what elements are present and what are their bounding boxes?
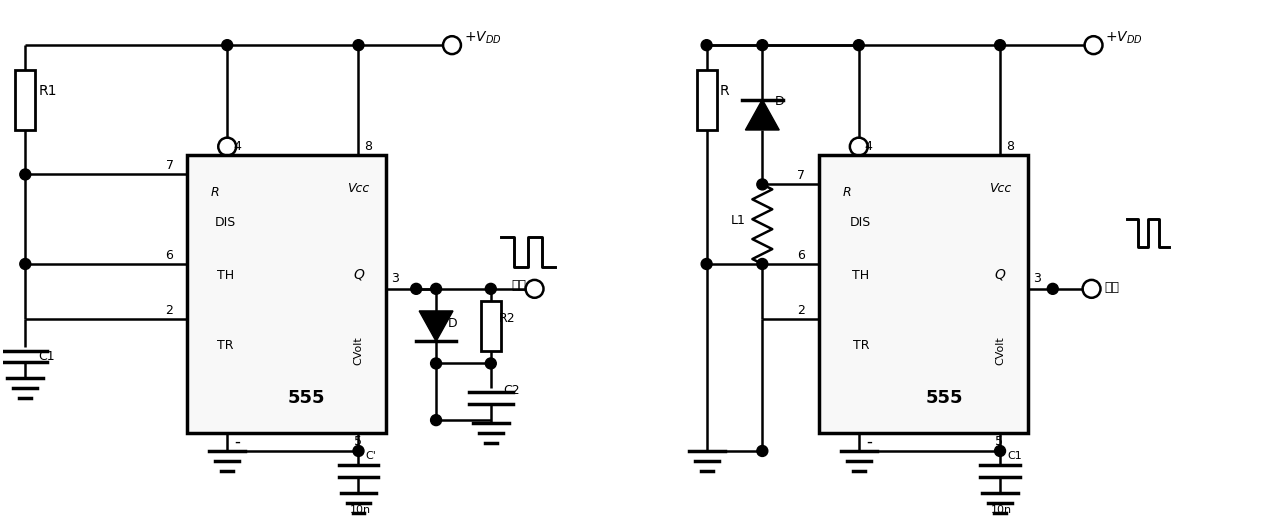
- Text: 555: 555: [288, 389, 326, 407]
- Text: R2: R2: [498, 312, 516, 325]
- Text: 555: 555: [926, 389, 963, 407]
- Text: C1: C1: [1006, 451, 1022, 461]
- Circle shape: [20, 258, 31, 269]
- Text: $+V_{DD}$: $+V_{DD}$: [1106, 29, 1143, 46]
- Text: DIS: DIS: [214, 216, 236, 229]
- Circle shape: [995, 39, 1005, 51]
- Text: 5: 5: [353, 435, 362, 448]
- Text: Vcc: Vcc: [989, 182, 1012, 195]
- Circle shape: [757, 39, 768, 51]
- Text: TH: TH: [852, 269, 869, 282]
- Text: $+V_{DD}$: $+V_{DD}$: [464, 29, 502, 46]
- Text: Q: Q: [353, 268, 364, 282]
- Text: 8: 8: [1006, 140, 1014, 153]
- Text: L1: L1: [730, 214, 745, 227]
- Text: -: -: [234, 433, 240, 451]
- Text: 输出: 输出: [511, 279, 526, 292]
- Text: D: D: [775, 95, 784, 108]
- Bar: [187, 155, 386, 433]
- Circle shape: [995, 445, 1005, 456]
- Bar: [819, 155, 1028, 433]
- Text: 10n: 10n: [991, 504, 1013, 515]
- Text: TR: TR: [852, 338, 869, 351]
- Text: 5: 5: [995, 435, 1003, 448]
- Text: 7: 7: [166, 159, 173, 172]
- Circle shape: [410, 283, 422, 294]
- Polygon shape: [745, 100, 780, 130]
- Text: 4: 4: [233, 140, 241, 153]
- Text: 6: 6: [798, 249, 805, 262]
- Circle shape: [701, 39, 712, 51]
- Text: -: -: [866, 433, 871, 451]
- Circle shape: [353, 445, 364, 456]
- Text: R: R: [720, 84, 729, 98]
- Text: R1: R1: [38, 84, 57, 98]
- Text: C2: C2: [503, 384, 520, 397]
- Text: C1: C1: [38, 350, 55, 363]
- Text: 8: 8: [364, 140, 372, 153]
- Text: TR: TR: [217, 338, 233, 351]
- Circle shape: [431, 415, 442, 426]
- Text: R: R: [842, 186, 851, 199]
- Text: TH: TH: [217, 269, 233, 282]
- Text: Q: Q: [995, 268, 1005, 282]
- Circle shape: [353, 39, 364, 51]
- Text: Vcc: Vcc: [348, 182, 369, 195]
- Circle shape: [757, 258, 768, 269]
- Circle shape: [757, 179, 768, 190]
- Text: D: D: [448, 317, 457, 330]
- Text: C': C': [366, 451, 376, 461]
- Text: 3: 3: [1033, 272, 1041, 285]
- Text: 4: 4: [865, 140, 873, 153]
- Polygon shape: [419, 311, 454, 342]
- Text: 2: 2: [166, 304, 173, 317]
- Circle shape: [485, 358, 497, 369]
- Circle shape: [431, 358, 442, 369]
- Text: 6: 6: [166, 249, 173, 262]
- Bar: [480, 301, 501, 351]
- Circle shape: [431, 283, 442, 294]
- Circle shape: [701, 258, 712, 269]
- Circle shape: [757, 445, 768, 456]
- Circle shape: [222, 39, 233, 51]
- Text: 7: 7: [798, 169, 805, 183]
- Text: CVolt: CVolt: [995, 337, 1005, 365]
- Circle shape: [854, 39, 864, 51]
- Text: 3: 3: [391, 272, 399, 285]
- Text: CVolt: CVolt: [353, 337, 363, 365]
- Circle shape: [20, 169, 31, 180]
- Text: 2: 2: [798, 304, 805, 317]
- Text: DIS: DIS: [850, 216, 871, 229]
- Bar: [697, 70, 716, 130]
- Circle shape: [1047, 283, 1059, 294]
- Circle shape: [485, 283, 497, 294]
- Text: 10n: 10n: [349, 504, 371, 515]
- Text: R: R: [211, 186, 219, 199]
- Text: 输出: 输出: [1105, 281, 1120, 294]
- Bar: [15, 70, 36, 130]
